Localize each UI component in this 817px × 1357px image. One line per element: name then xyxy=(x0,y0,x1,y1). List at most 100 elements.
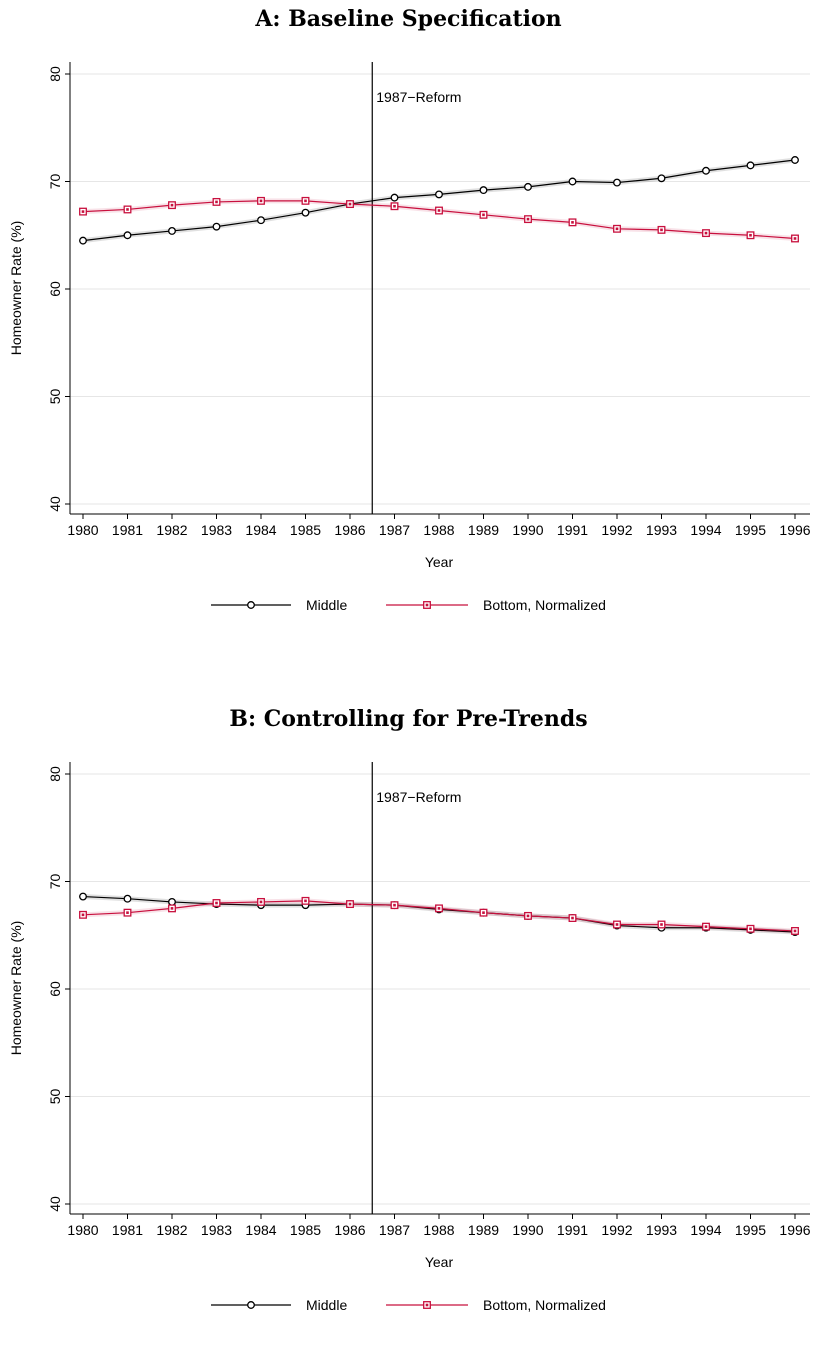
x-tick-label: 1980 xyxy=(67,522,98,538)
x-tick-label: 1990 xyxy=(512,1222,543,1238)
x-tick-label: 1994 xyxy=(690,1222,721,1238)
data-point xyxy=(123,231,132,240)
data-point-core xyxy=(749,927,752,931)
data-point xyxy=(524,182,532,191)
data-point-core xyxy=(126,208,129,211)
x-tick-label: 1981 xyxy=(112,522,143,538)
x-tick-label: 1982 xyxy=(156,1222,187,1238)
data-point xyxy=(79,236,87,245)
data-point-core xyxy=(304,899,307,903)
data-point-core xyxy=(660,228,663,232)
x-tick-label: 1993 xyxy=(646,522,677,538)
y-tick-label: 80 xyxy=(47,766,63,782)
y-tick-label: 50 xyxy=(47,1089,63,1105)
chart-title: B: Controlling for Pre-Trends xyxy=(229,706,588,732)
y-tick-label: 70 xyxy=(47,874,63,890)
x-tick-label: 1991 xyxy=(557,1222,588,1238)
data-point-core xyxy=(170,907,174,910)
data-point-core xyxy=(437,907,441,910)
x-tick-label: 1992 xyxy=(601,1222,632,1238)
x-tick-label: 1985 xyxy=(290,522,321,538)
series-band xyxy=(83,894,795,935)
data-point-core xyxy=(259,900,263,904)
data-point xyxy=(657,174,666,183)
data-point-core xyxy=(793,237,797,240)
data-point-core xyxy=(348,902,352,906)
chart-b: 40 50 60 70 80 1980 1981 1982 1983 1984 1985 1986 19… xyxy=(8,762,811,1313)
data-point xyxy=(568,177,577,186)
panel-b: B: Controlling for Pre-Trends 40 50 60 70 80… xyxy=(0,700,817,1357)
x-tick-label: 1987 xyxy=(379,1222,410,1238)
legend-marker xyxy=(247,1301,255,1309)
reform-annotation: 1987−Reform xyxy=(376,789,461,805)
data-point-core xyxy=(482,911,485,914)
legend-label: Bottom, Normalized xyxy=(483,597,606,613)
data-point xyxy=(301,208,310,217)
x-tick-label: 1988 xyxy=(423,522,454,538)
data-point xyxy=(123,894,132,903)
x-tick-label: 1992 xyxy=(601,522,632,538)
data-point-core xyxy=(571,221,574,224)
y-tick-label: 40 xyxy=(47,1196,63,1212)
data-point xyxy=(791,156,799,164)
data-point-core xyxy=(526,914,530,918)
x-tick-label: 1988 xyxy=(423,1222,454,1238)
data-point-core xyxy=(393,903,396,907)
data-point xyxy=(746,161,755,170)
data-point-core xyxy=(348,202,352,206)
data-point-core xyxy=(81,913,85,917)
x-tick-label: 1983 xyxy=(201,1222,232,1238)
data-point-core xyxy=(526,217,530,221)
y-tick-label: 60 xyxy=(47,981,63,997)
data-point-core xyxy=(437,209,441,212)
legend-marker-core xyxy=(425,603,429,607)
data-point-core xyxy=(304,199,307,203)
y-tick-label: 70 xyxy=(47,174,63,190)
data-point xyxy=(257,216,265,225)
data-point xyxy=(390,193,399,202)
x-tick-label: 1996 xyxy=(779,1222,810,1238)
data-point xyxy=(479,186,488,195)
data-point-core xyxy=(126,911,129,914)
x-axis-label: Year xyxy=(425,554,454,570)
data-point-core xyxy=(615,227,619,231)
reform-annotation: 1987−Reform xyxy=(376,89,461,105)
series-band xyxy=(83,198,795,241)
y-tick-label: 80 xyxy=(47,66,63,82)
data-point-core xyxy=(704,925,708,928)
x-tick-label: 1995 xyxy=(735,1222,766,1238)
data-point xyxy=(79,892,87,901)
panel-a: A: Baseline Specification 40 50 60 70 80 1980… xyxy=(0,0,817,657)
data-point-core xyxy=(704,231,708,235)
data-point xyxy=(168,897,176,906)
x-axis-label: Year xyxy=(425,1254,454,1270)
data-point-core xyxy=(215,901,218,905)
data-point xyxy=(212,222,221,231)
x-tick-label: 1986 xyxy=(334,522,365,538)
legend-marker xyxy=(247,601,255,609)
data-point-core xyxy=(81,210,85,213)
x-tick-label: 1981 xyxy=(112,1222,143,1238)
legend-label: Middle xyxy=(306,1297,347,1313)
data-point-core xyxy=(259,199,263,203)
x-tick-label: 1984 xyxy=(245,522,276,538)
data-point xyxy=(435,190,443,199)
x-tick-label: 1996 xyxy=(779,522,810,538)
x-tick-label: 1980 xyxy=(67,1222,98,1238)
data-point-core xyxy=(660,923,663,926)
data-point-core xyxy=(615,923,619,926)
data-point-core xyxy=(793,929,797,933)
y-tick-label: 40 xyxy=(47,496,63,512)
x-tick-label: 1989 xyxy=(468,522,499,538)
data-point-core xyxy=(482,213,485,217)
data-point-core xyxy=(571,916,574,920)
x-tick-label: 1986 xyxy=(334,1222,365,1238)
x-tick-label: 1989 xyxy=(468,1222,499,1238)
x-tick-label: 1987 xyxy=(379,522,410,538)
x-tick-label: 1983 xyxy=(201,522,232,538)
y-axis-label: Homeowner Rate (%) xyxy=(8,221,24,356)
data-point xyxy=(168,226,176,235)
y-tick-label: 50 xyxy=(47,389,63,405)
data-point-core xyxy=(393,204,396,208)
data-point-core xyxy=(215,200,218,204)
